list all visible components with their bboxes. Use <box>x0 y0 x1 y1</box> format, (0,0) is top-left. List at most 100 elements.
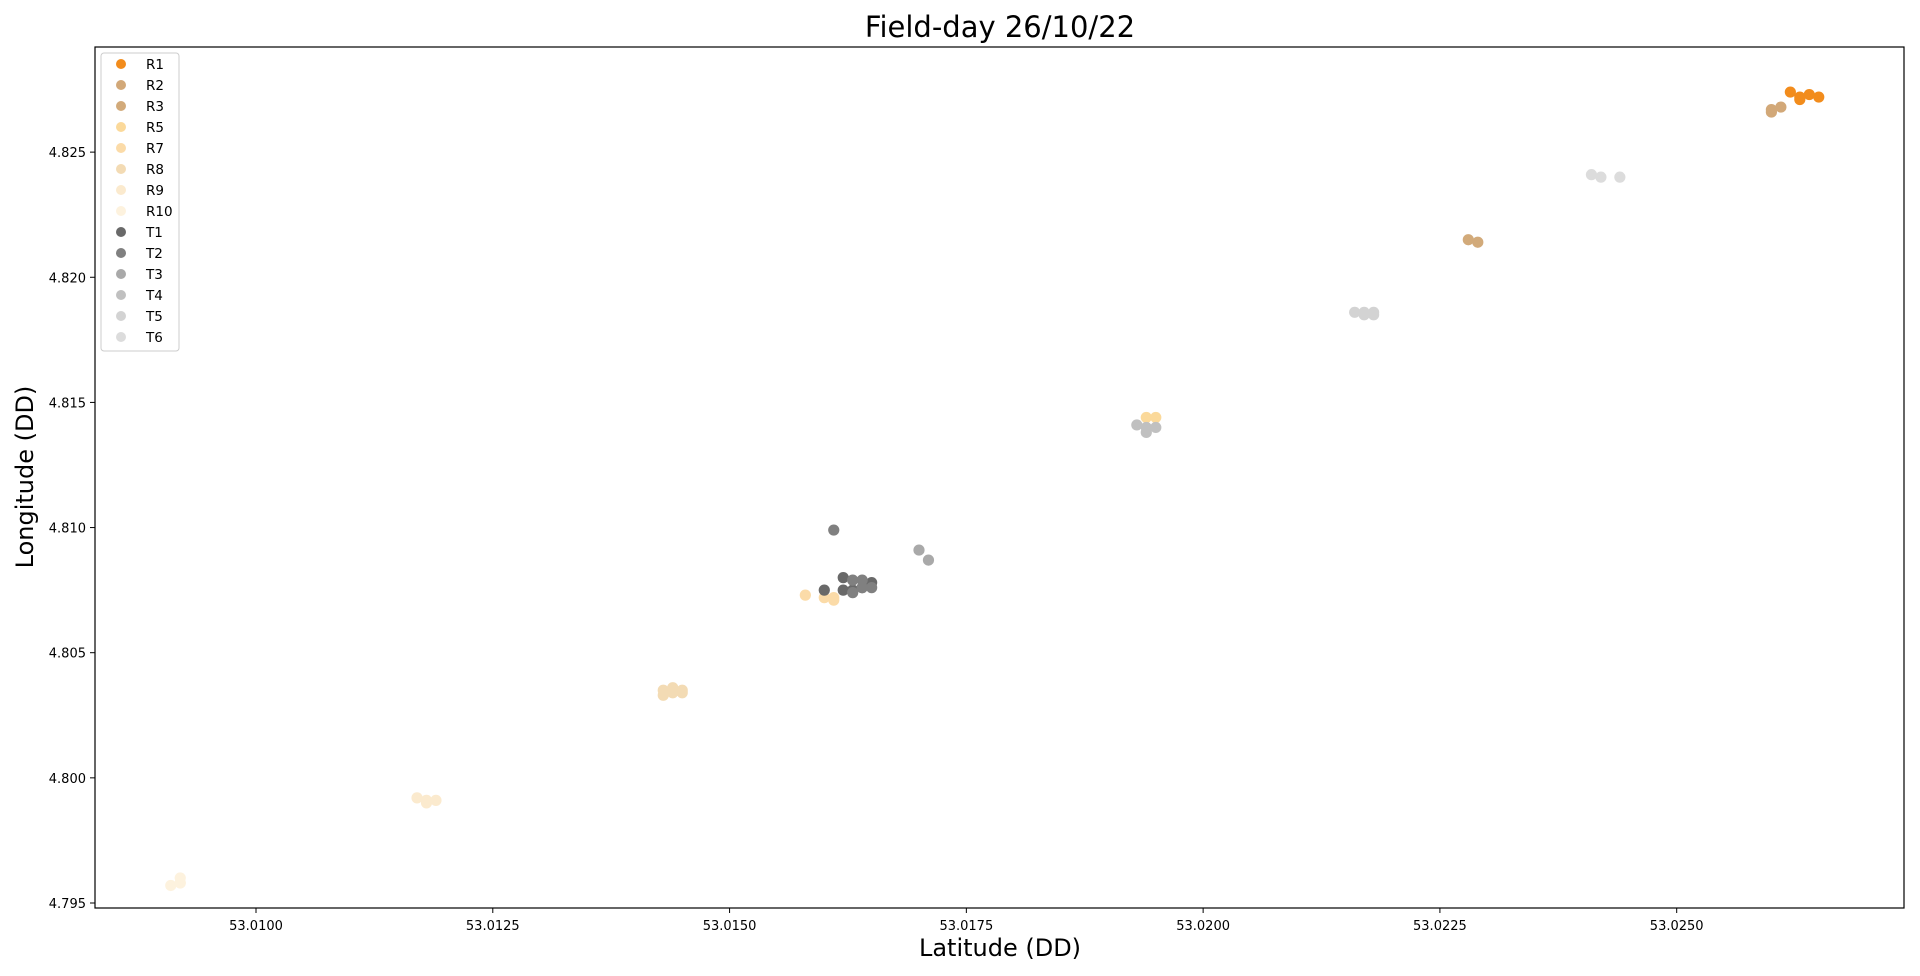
y-tick-label: 4.825 <box>49 146 86 161</box>
x-axis-ticks: 53.0100 53.0125 53.0150 53.0175 53.0200 53.02… <box>229 908 1704 934</box>
data-point-r2 <box>1775 101 1787 113</box>
series-t2 <box>828 524 878 599</box>
data-point-t2 <box>856 582 868 594</box>
data-point-t5 <box>1358 309 1370 321</box>
legend-marker-t3 <box>116 269 126 279</box>
data-points <box>165 86 1825 892</box>
data-point-r1 <box>1794 91 1806 103</box>
data-point-t6 <box>1585 169 1598 181</box>
data-point-t4 <box>1131 419 1143 431</box>
plot-frame <box>94 46 1905 909</box>
data-point-t4 <box>1150 421 1162 434</box>
y-tick-label: 4.805 <box>49 647 86 662</box>
legend-label-t5: T5 <box>145 309 163 325</box>
data-point-r3 <box>1462 234 1474 246</box>
series-t3 <box>913 544 935 566</box>
y-axis-label: Longitude (DD) <box>11 386 39 569</box>
series-t4 <box>1131 419 1162 439</box>
legend-label-r2: R2 <box>146 78 164 94</box>
series-r1 <box>1784 86 1825 106</box>
series-r10 <box>165 872 186 892</box>
data-point-r8 <box>657 684 669 696</box>
legend-label-r9: R9 <box>146 183 164 199</box>
plot-area: 53.0100 53.0125 53.0150 53.0175 53.0200 53.02… <box>49 46 1905 934</box>
legend-label-r3: R3 <box>146 99 164 115</box>
data-point-r10 <box>174 877 186 889</box>
legend-marker-r10 <box>116 206 126 216</box>
data-point-r9 <box>411 792 423 804</box>
data-point-r3 <box>1472 236 1484 248</box>
x-tick-label: 53.0225 <box>1413 919 1467 934</box>
legend-marker-r3 <box>116 101 126 111</box>
data-point-r8 <box>667 687 679 699</box>
series-r8 <box>657 682 688 701</box>
y-axis-ticks: 4.795 4.800 4.805 4.810 4.815 4.820 4.825 <box>49 146 95 912</box>
series-t6 <box>1585 169 1626 183</box>
legend: R1 R2 R3 R5 R7 R8 R9 R10 T1 T2 T3 T4 T5 T6 <box>100 52 180 352</box>
legend-marker-r8 <box>116 164 126 174</box>
legend-label-r10: R10 <box>146 204 173 220</box>
legend-label-t1: T1 <box>145 225 163 241</box>
data-point-r5 <box>1150 411 1162 424</box>
x-tick-label: 53.0250 <box>1650 919 1704 934</box>
legend-marker-t6 <box>116 332 126 342</box>
legend-marker-r9 <box>116 185 126 195</box>
data-point-r5 <box>1140 411 1152 424</box>
data-point-r2 <box>1765 103 1778 116</box>
series-r2 <box>1765 101 1787 118</box>
data-point-t2 <box>828 524 840 536</box>
series-r5 <box>1140 411 1162 424</box>
data-point-t5 <box>1349 306 1361 318</box>
chart-title: Field-day 26/10/22 <box>865 10 1135 44</box>
legend-marker-r7 <box>116 143 126 153</box>
x-tick-label: 53.0125 <box>466 919 520 934</box>
y-tick-label: 4.810 <box>49 522 86 537</box>
data-point-t1 <box>818 584 830 596</box>
y-tick-label: 4.800 <box>49 772 86 787</box>
data-point-r9 <box>420 797 433 809</box>
data-point-r7 <box>828 594 840 606</box>
legend-label-t2: T2 <box>145 246 163 262</box>
legend-label-r7: R7 <box>146 141 164 157</box>
legend-box <box>100 52 180 352</box>
legend-label-r5: R5 <box>146 120 164 136</box>
x-tick-label: 53.0150 <box>703 919 757 934</box>
y-tick-label: 4.815 <box>49 396 86 411</box>
data-point-t1 <box>837 584 849 596</box>
data-point-r8 <box>676 687 688 699</box>
y-tick-label: 4.795 <box>49 897 86 912</box>
legend-label-t4: T4 <box>145 288 163 304</box>
data-point-t5 <box>1368 306 1380 318</box>
data-point-t6 <box>1614 171 1626 183</box>
data-point-t3 <box>913 544 925 556</box>
legend-marker-r5 <box>116 122 126 132</box>
series-r7 <box>799 589 840 606</box>
legend-marker-r1 <box>116 59 126 69</box>
data-point-r10 <box>165 879 177 892</box>
legend-label-t6: T6 <box>145 330 163 346</box>
data-point-r1 <box>1803 88 1815 101</box>
data-point-t2 <box>866 582 878 594</box>
data-point-r7 <box>799 589 811 601</box>
legend-marker-t2 <box>116 248 126 258</box>
data-point-t1 <box>837 572 849 584</box>
x-tick-label: 53.0100 <box>229 919 283 934</box>
x-axis-label: Latitude (DD) <box>919 934 1081 962</box>
data-point-r9 <box>430 794 442 806</box>
x-tick-label: 53.0200 <box>1176 919 1230 934</box>
y-tick-label: 4.820 <box>49 271 86 286</box>
series-r9 <box>411 792 442 809</box>
data-point-t6 <box>1595 171 1607 183</box>
data-point-t2 <box>847 574 859 586</box>
legend-marker-t1 <box>116 227 126 237</box>
x-tick-label: 53.0175 <box>939 919 993 934</box>
data-point-t2 <box>847 587 859 599</box>
legend-marker-t4 <box>116 290 126 300</box>
data-point-r1 <box>1784 86 1796 98</box>
legend-marker-r2 <box>116 80 126 90</box>
legend-label-t3: T3 <box>145 267 163 283</box>
legend-label-r8: R8 <box>146 162 164 178</box>
legend-label-r1: R1 <box>146 57 164 73</box>
data-point-t3 <box>922 554 935 566</box>
